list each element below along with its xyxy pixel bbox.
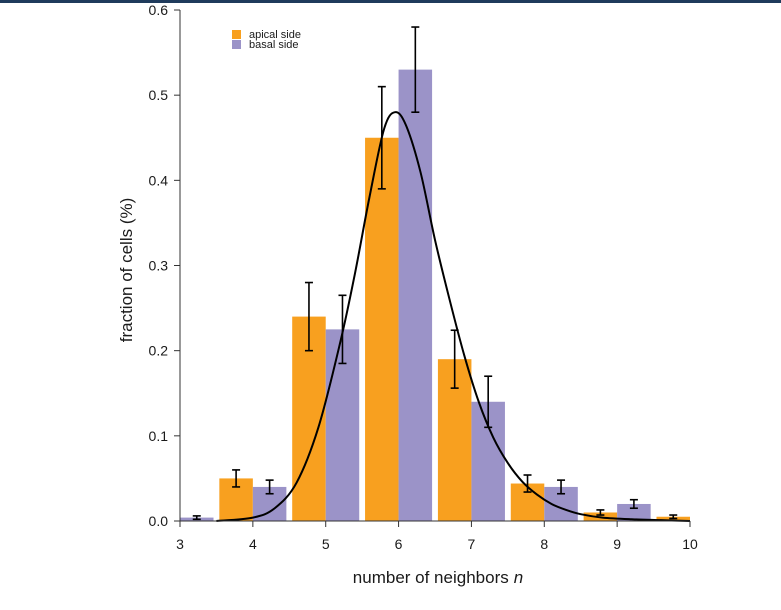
legend-label-apical: apical side <box>249 29 301 41</box>
x-tick-label: 6 <box>395 536 403 552</box>
x-tick-label: 8 <box>540 536 548 552</box>
fit-curve <box>216 111 691 522</box>
x-axis-title: number of neighbors n <box>353 568 523 587</box>
legend-swatch-apical <box>232 30 241 39</box>
y-ticks: 0.0 0.1 0.2 0.3 0.4 0.5 0.6 <box>149 2 180 529</box>
y-tick-label: 0.4 <box>149 172 169 188</box>
y-tick-label: 0.5 <box>149 87 169 103</box>
y-tick-label: 0.6 <box>149 2 169 18</box>
error-bar-apical-n9 <box>596 509 605 516</box>
y-tick-label: 0.0 <box>149 513 169 529</box>
legend-swatch-basal <box>232 40 241 49</box>
bar-basal-n6 <box>398 69 433 521</box>
x-tick-label: 10 <box>682 536 698 552</box>
error-bar-basal-n3 <box>192 515 201 521</box>
bars-layer <box>180 69 690 521</box>
error-bar-basal-n8 <box>557 479 566 495</box>
error-bars-layer <box>192 26 678 521</box>
y-tick-label: 0.2 <box>149 343 169 359</box>
top-border-bar <box>0 0 781 3</box>
bar-apical-n6 <box>365 137 399 521</box>
x-axis-title-main: number of neighbors <box>353 568 509 587</box>
error-bar-basal-n4 <box>265 479 274 495</box>
x-tick-label: 9 <box>613 536 621 552</box>
y-tick-label: 0.1 <box>149 428 169 444</box>
x-axis-title-variable: n <box>514 568 523 587</box>
legend: apical side basal side <box>232 29 301 51</box>
legend-label-basal: basal side <box>249 39 299 51</box>
y-axis-title: fraction of cells (%) <box>117 198 136 343</box>
bar-basal-n9 <box>617 503 651 521</box>
error-bar-basal-n9 <box>629 498 638 510</box>
error-bar-basal-n6 <box>411 26 420 113</box>
x-tick-label: 4 <box>249 536 257 552</box>
error-bar-apical-n10 <box>669 514 678 520</box>
error-bar-apical-n5 <box>304 281 313 352</box>
x-tick-label: 7 <box>468 536 476 552</box>
error-bar-apical-n8 <box>523 474 532 493</box>
error-bar-apical-n4 <box>232 469 241 488</box>
x-tick-label: 3 <box>176 536 184 552</box>
x-ticks: 3 4 5 6 7 8 9 10 <box>176 521 698 552</box>
x-tick-label: 5 <box>322 536 330 552</box>
axes: 0.0 0.1 0.2 0.3 0.4 0.5 0.6 3 4 5 6 7 8 9 10 <box>149 2 698 552</box>
y-tick-label: 0.3 <box>149 258 169 274</box>
